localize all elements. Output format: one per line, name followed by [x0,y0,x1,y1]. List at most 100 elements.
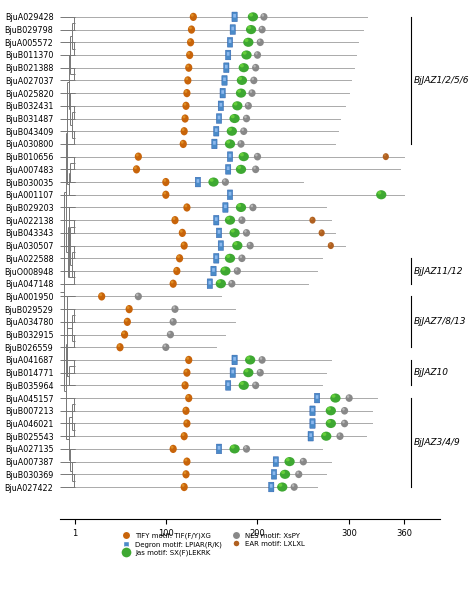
Ellipse shape [255,154,258,156]
Ellipse shape [237,89,241,93]
Ellipse shape [134,166,137,169]
FancyBboxPatch shape [207,279,212,289]
Ellipse shape [310,217,313,220]
FancyBboxPatch shape [233,357,236,361]
Ellipse shape [240,381,244,385]
Ellipse shape [216,279,226,288]
FancyBboxPatch shape [231,27,234,30]
Ellipse shape [252,78,254,80]
Legend: TIFY motif: TIF(F/Y)XG, Degron motif: LPIAR(R/K), Jas motif: SX(F)LEKRK, NLS mot: TIFY motif: TIF(F/Y)XG, Degron motif: LP… [116,530,308,559]
Ellipse shape [186,395,189,398]
Ellipse shape [319,229,325,236]
Ellipse shape [182,433,184,436]
Ellipse shape [226,255,230,258]
FancyBboxPatch shape [212,139,217,148]
Ellipse shape [252,64,259,71]
Ellipse shape [321,432,331,441]
Ellipse shape [237,204,241,207]
Ellipse shape [246,103,248,106]
FancyBboxPatch shape [225,65,228,68]
Ellipse shape [179,229,186,237]
Ellipse shape [234,267,241,275]
Ellipse shape [181,141,183,144]
Ellipse shape [328,242,334,249]
Ellipse shape [186,51,193,59]
Ellipse shape [162,343,169,351]
Ellipse shape [292,484,294,487]
Ellipse shape [236,165,246,174]
Ellipse shape [295,470,302,478]
Ellipse shape [250,90,252,93]
Ellipse shape [251,204,253,207]
Ellipse shape [191,14,194,17]
Ellipse shape [186,65,189,68]
Ellipse shape [254,153,261,160]
Ellipse shape [125,319,128,321]
FancyBboxPatch shape [218,230,220,233]
Ellipse shape [258,356,266,364]
Ellipse shape [186,357,189,360]
Ellipse shape [225,216,235,225]
Ellipse shape [188,26,195,34]
Ellipse shape [222,267,226,271]
FancyBboxPatch shape [215,128,218,132]
Ellipse shape [238,77,242,80]
Ellipse shape [170,445,177,453]
Ellipse shape [377,191,382,194]
Text: BjJAZ1/2/5/6: BjJAZ1/2/5/6 [413,76,469,85]
FancyBboxPatch shape [231,369,234,373]
Ellipse shape [171,280,173,283]
Ellipse shape [189,27,192,29]
FancyBboxPatch shape [221,90,224,94]
FancyBboxPatch shape [227,52,229,56]
FancyBboxPatch shape [214,127,219,136]
Ellipse shape [184,421,187,424]
FancyBboxPatch shape [233,14,236,17]
Ellipse shape [232,101,243,110]
Ellipse shape [245,369,248,372]
Ellipse shape [122,331,125,334]
Ellipse shape [182,470,190,478]
Ellipse shape [223,179,226,182]
FancyBboxPatch shape [219,103,222,106]
FancyBboxPatch shape [216,228,222,238]
Ellipse shape [229,281,232,283]
FancyBboxPatch shape [228,192,231,195]
Ellipse shape [183,471,186,474]
Ellipse shape [167,331,174,339]
FancyBboxPatch shape [228,37,233,47]
Ellipse shape [246,356,250,360]
FancyBboxPatch shape [310,406,315,416]
FancyBboxPatch shape [213,141,216,144]
FancyBboxPatch shape [310,419,315,428]
Ellipse shape [258,26,266,33]
Ellipse shape [241,128,244,131]
Ellipse shape [183,419,191,428]
Ellipse shape [246,25,256,34]
Ellipse shape [124,318,131,326]
Ellipse shape [256,369,264,377]
Ellipse shape [247,26,251,29]
Ellipse shape [347,395,349,398]
Ellipse shape [135,153,142,161]
Ellipse shape [238,152,249,161]
FancyBboxPatch shape [232,12,237,22]
Ellipse shape [118,344,120,347]
Ellipse shape [258,39,260,42]
Ellipse shape [237,166,241,169]
Ellipse shape [243,37,254,47]
Ellipse shape [182,102,190,110]
Ellipse shape [164,192,166,195]
Ellipse shape [168,331,171,334]
FancyBboxPatch shape [274,459,277,462]
Ellipse shape [173,217,175,220]
Ellipse shape [243,445,250,453]
Ellipse shape [243,229,250,236]
Ellipse shape [121,330,128,339]
Ellipse shape [240,64,244,68]
Ellipse shape [239,141,241,144]
Ellipse shape [177,255,180,258]
Ellipse shape [252,166,259,173]
Ellipse shape [225,254,235,263]
Ellipse shape [183,89,191,97]
